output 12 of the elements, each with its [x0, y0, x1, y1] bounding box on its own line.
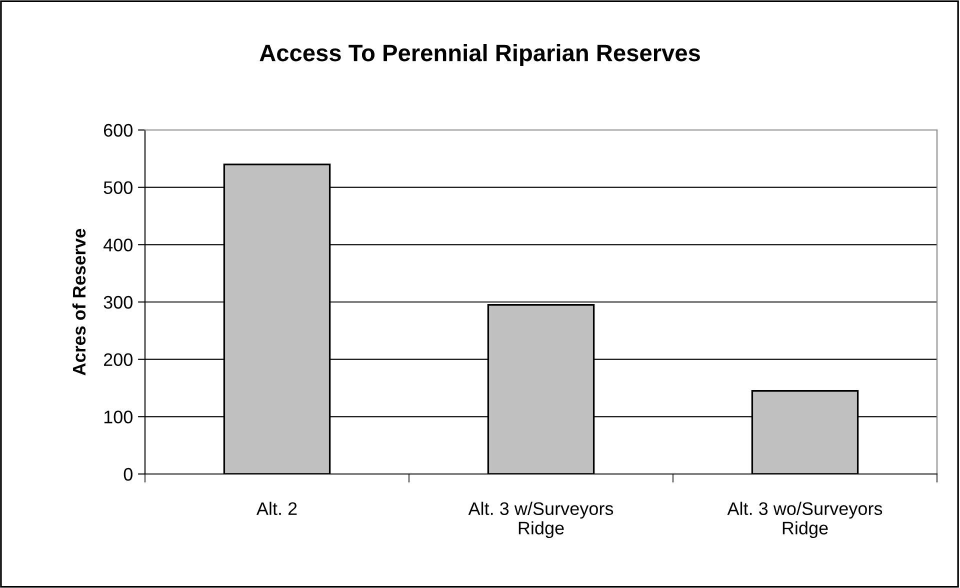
- y-axis-title: Acres of Reserve: [72, 228, 86, 376]
- y-tick-label: 600: [104, 124, 132, 137]
- y-tick-label: 500: [104, 181, 132, 194]
- y-tick-label: 300: [104, 296, 132, 309]
- chart-title: Access To Perennial Riparian Reserves: [260, 44, 700, 66]
- y-tick-label: 100: [104, 410, 132, 424]
- x-tick-label: Alt. 2: [256, 502, 297, 516]
- x-tick-label: Alt. 3 w/Surveyors Ridge: [468, 502, 614, 538]
- x-tick-label: Alt. 3 wo/Surveyors Ridge: [727, 502, 882, 538]
- y-tick-label: 200: [104, 353, 132, 366]
- y-tick-label: 400: [103, 238, 132, 252]
- y-tick-label: 0: [124, 468, 132, 481]
